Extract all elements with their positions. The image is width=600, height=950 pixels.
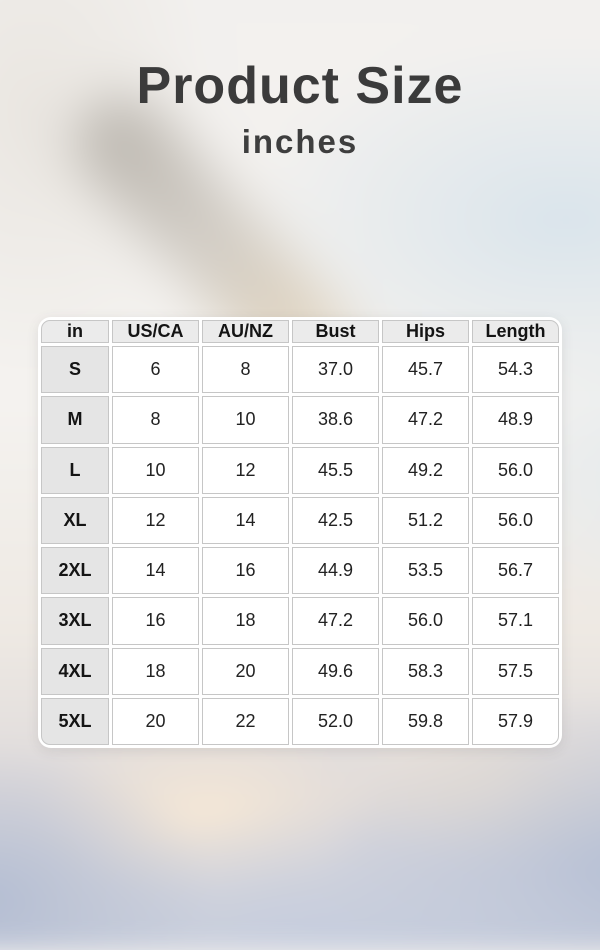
- size-value-cell: 56.0: [472, 496, 559, 544]
- size-value-cell: 42.5: [292, 496, 379, 544]
- size-row-label: 4XL: [41, 647, 109, 695]
- size-value-cell: 14: [112, 547, 199, 595]
- column-header-in: in: [41, 320, 109, 343]
- size-value-cell: 51.2: [382, 496, 469, 544]
- size-value-cell: 53.5: [382, 547, 469, 595]
- size-value-cell: 44.9: [292, 547, 379, 595]
- size-row-label: S: [41, 346, 109, 394]
- table-row-3xl: 3XL 16 18 47.2 56.0 57.1: [41, 597, 559, 645]
- size-table-header: in US/CA AU/NZ Bust Hips Length: [41, 320, 559, 343]
- column-header-us-ca: US/CA: [112, 320, 199, 343]
- size-value-cell: 48.9: [472, 396, 559, 444]
- size-chart-table: in US/CA AU/NZ Bust Hips Length S 6 8 37…: [38, 317, 562, 748]
- size-row-label: XL: [41, 496, 109, 544]
- size-value-cell: 12: [112, 496, 199, 544]
- page-title: Product Size: [136, 57, 464, 115]
- size-value-cell: 56.7: [472, 547, 559, 595]
- size-value-cell: 47.2: [382, 396, 469, 444]
- size-value-cell: 54.3: [472, 346, 559, 394]
- size-value-cell: 6: [112, 346, 199, 394]
- size-value-cell: 18: [112, 647, 199, 695]
- units-subtitle: inches: [241, 123, 359, 161]
- table-row-4xl: 4XL 18 20 49.6 58.3 57.5: [41, 647, 559, 695]
- table-row-s: S 6 8 37.0 45.7 54.3: [41, 346, 559, 394]
- size-value-cell: 37.0: [292, 346, 379, 394]
- size-value-cell: 16: [112, 597, 199, 645]
- header-row: in US/CA AU/NZ Bust Hips Length: [41, 320, 559, 343]
- size-value-cell: 49.6: [292, 647, 379, 695]
- size-value-cell: 49.2: [382, 446, 469, 494]
- column-header-bust: Bust: [292, 320, 379, 343]
- size-value-cell: 57.1: [472, 597, 559, 645]
- size-value-cell: 56.0: [472, 446, 559, 494]
- size-value-cell: 12: [202, 446, 289, 494]
- column-header-length: Length: [472, 320, 559, 343]
- column-header-hips: Hips: [382, 320, 469, 343]
- size-value-cell: 18: [202, 597, 289, 645]
- size-value-cell: 52.0: [292, 697, 379, 745]
- size-value-cell: 20: [112, 697, 199, 745]
- size-value-cell: 14: [202, 496, 289, 544]
- column-header-au-nz: AU/NZ: [202, 320, 289, 343]
- size-value-cell: 20: [202, 647, 289, 695]
- size-value-cell: 10: [202, 396, 289, 444]
- size-value-cell: 10: [112, 446, 199, 494]
- table-row-l: L 10 12 45.5 49.2 56.0: [41, 446, 559, 494]
- size-value-cell: 45.5: [292, 446, 379, 494]
- size-value-cell: 8: [202, 346, 289, 394]
- size-row-label: 3XL: [41, 597, 109, 645]
- size-value-cell: 58.3: [382, 647, 469, 695]
- header-block: Product Size inches: [0, 57, 600, 161]
- size-value-cell: 47.2: [292, 597, 379, 645]
- size-value-cell: 16: [202, 547, 289, 595]
- size-value-cell: 57.5: [472, 647, 559, 695]
- size-value-cell: 8: [112, 396, 199, 444]
- table-row-2xl: 2XL 14 16 44.9 53.5 56.7: [41, 547, 559, 595]
- size-value-cell: 22: [202, 697, 289, 745]
- size-row-label: 5XL: [41, 697, 109, 745]
- size-value-cell: 38.6: [292, 396, 379, 444]
- table-row-5xl: 5XL 20 22 52.0 59.8 57.9: [41, 697, 559, 745]
- size-value-cell: 56.0: [382, 597, 469, 645]
- size-table-body: S 6 8 37.0 45.7 54.3 M 8 10 38.6 47.2 48…: [41, 346, 559, 745]
- size-value-cell: 57.9: [472, 697, 559, 745]
- size-row-label: M: [41, 396, 109, 444]
- size-value-cell: 45.7: [382, 346, 469, 394]
- table-row-xl: XL 12 14 42.5 51.2 56.0: [41, 496, 559, 544]
- size-row-label: L: [41, 446, 109, 494]
- size-row-label: 2XL: [41, 547, 109, 595]
- table-row-m: M 8 10 38.6 47.2 48.9: [41, 396, 559, 444]
- size-value-cell: 59.8: [382, 697, 469, 745]
